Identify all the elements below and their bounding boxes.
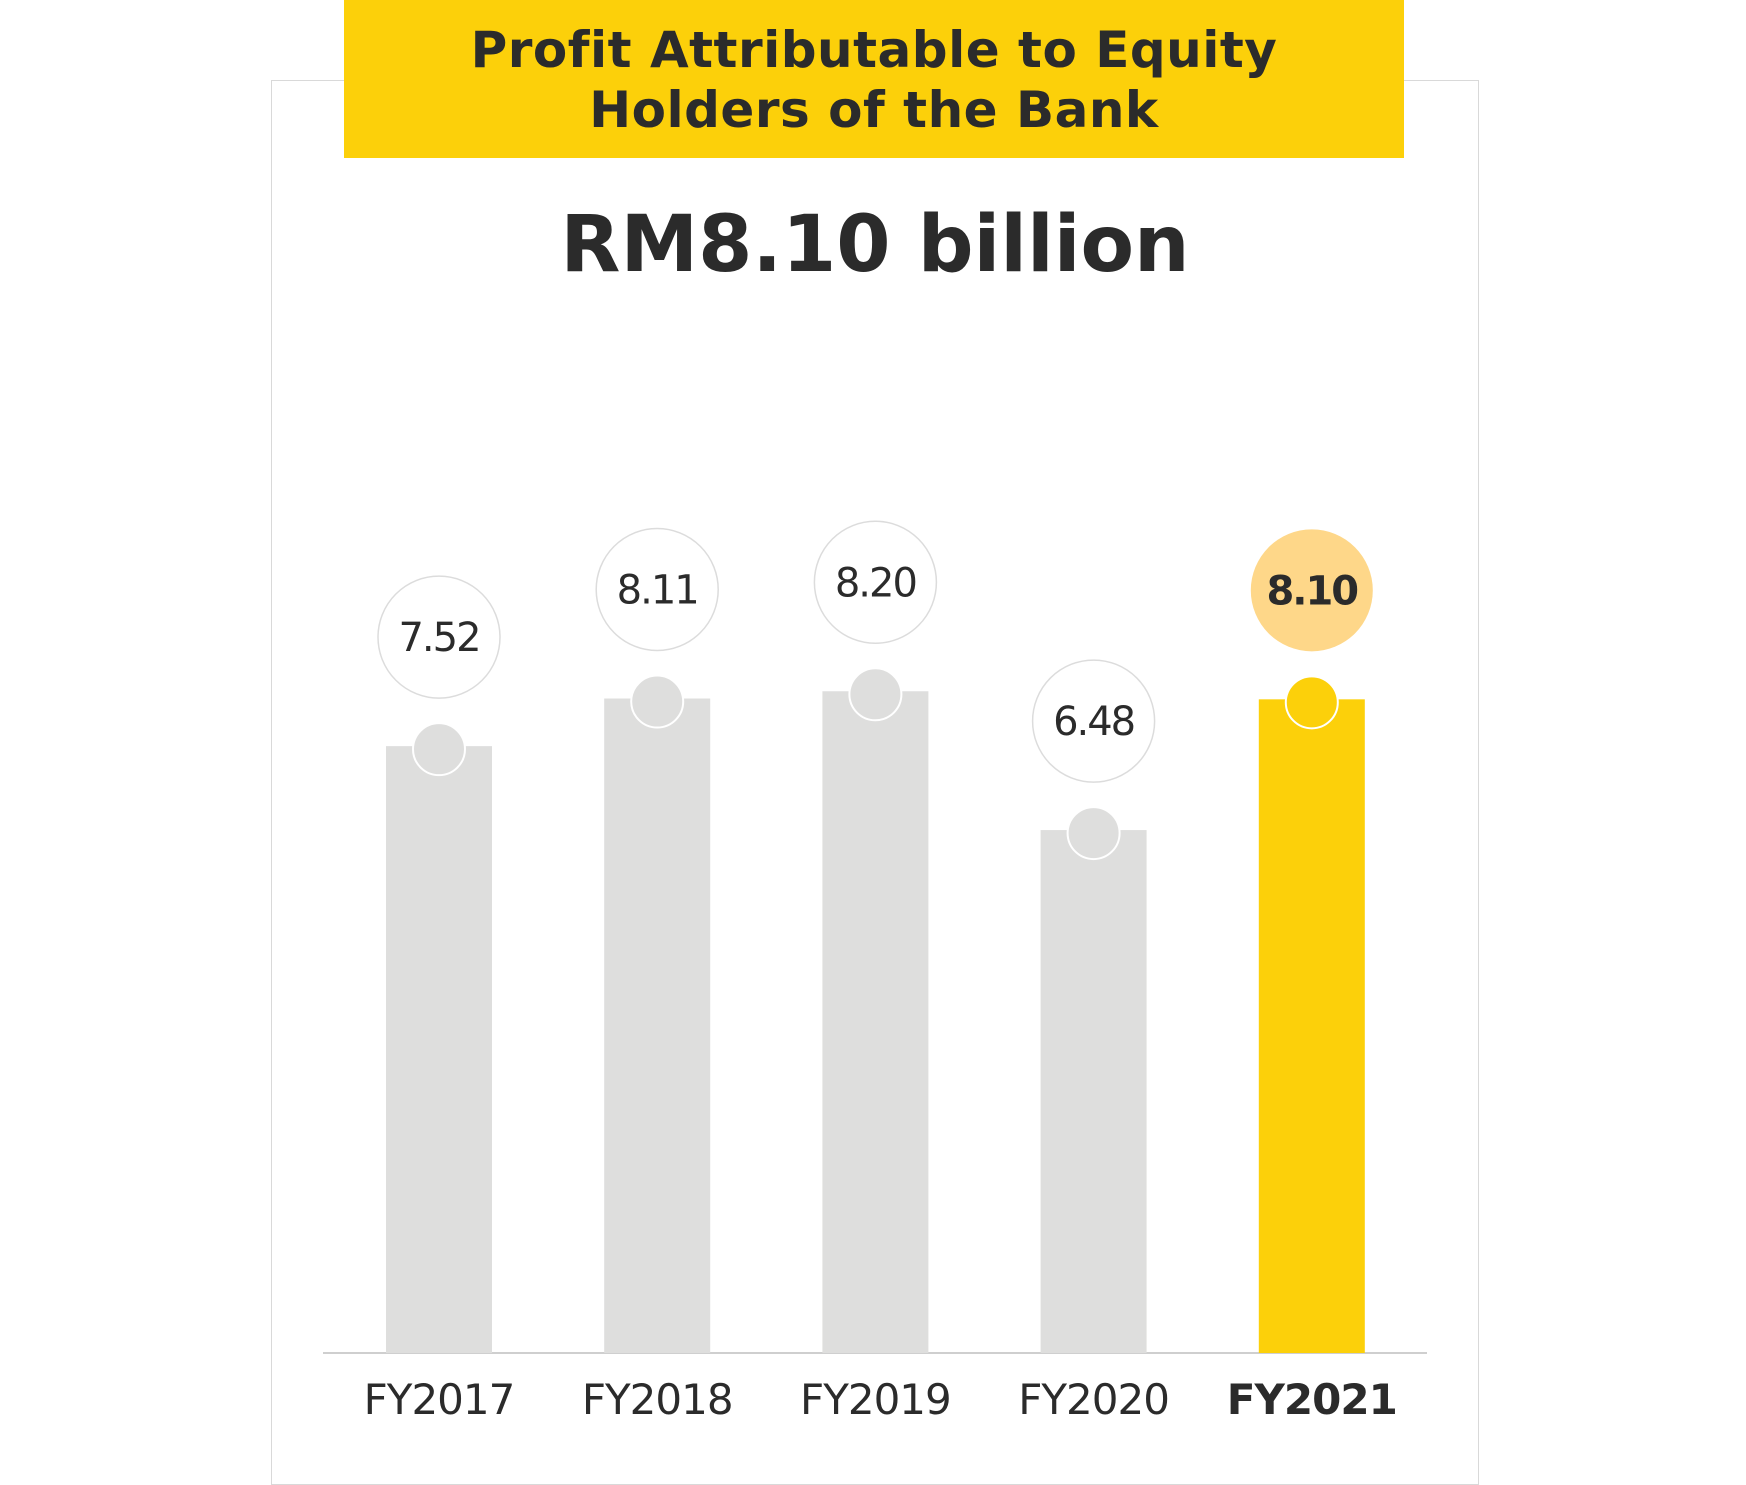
bar-marker-dot <box>1284 675 1339 730</box>
bar-marker-dot <box>630 674 685 729</box>
x-tick-label: FY2021 <box>1227 1375 1397 1424</box>
chart-title: Profit Attributable to Equity Holders of… <box>470 21 1278 139</box>
x-tick-label: FY2017 <box>364 1375 515 1424</box>
bar-marker-dot <box>1066 806 1121 861</box>
data-label: 7.52 <box>398 615 479 661</box>
value-bubble <box>595 527 719 652</box>
value-bubble <box>1250 529 1373 652</box>
bar-FY2017 <box>386 746 492 1353</box>
bar-marker-dot <box>412 722 466 777</box>
data-label: 6.48 <box>1053 699 1134 745</box>
x-tick-label: FY2020 <box>1018 1375 1169 1424</box>
bar-FY2021 <box>1258 699 1365 1353</box>
bar-FY2018 <box>604 698 711 1353</box>
headline-value: RM8.10 billion <box>560 200 1190 290</box>
data-label: 8.11 <box>617 568 698 614</box>
title-banner: Profit Attributable to Equity Holders of… <box>344 0 1404 158</box>
data-label: 8.20 <box>835 560 916 606</box>
bar-marker-dot <box>848 667 903 722</box>
x-tick-label: FY2019 <box>800 1375 951 1424</box>
value-bubble <box>1031 659 1156 783</box>
value-bubble <box>377 575 501 699</box>
x-tick-label: FY2018 <box>582 1375 733 1424</box>
data-label: 8.10 <box>1266 568 1357 614</box>
bar-FY2020 <box>1040 830 1147 1353</box>
bar-FY2019 <box>822 691 929 1353</box>
value-bubble <box>813 520 938 645</box>
